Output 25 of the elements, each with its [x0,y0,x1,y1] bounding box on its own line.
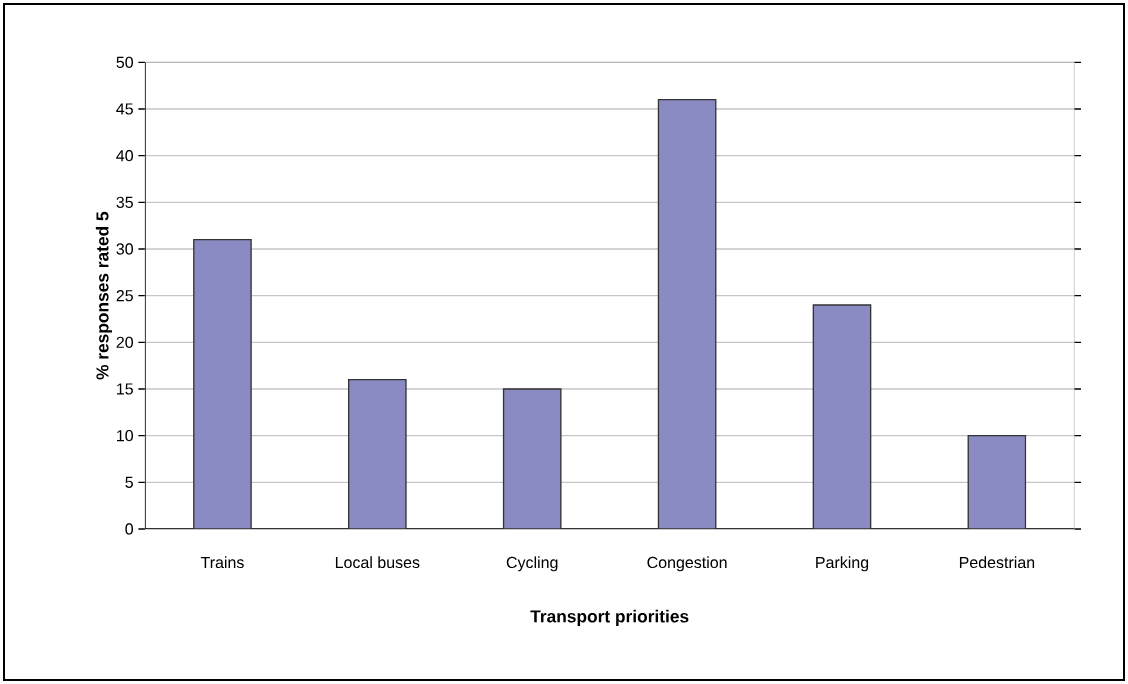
y-tick-label: 20 [116,336,134,348]
x-axis-title: Transport priorities [530,609,689,626]
x-tick-label: Cycling [506,556,558,572]
y-tick-label: 10 [117,429,134,442]
y-tick-label: 0 [125,523,134,535]
x-tick-label: Parking [816,556,869,572]
bar [193,238,252,529]
y-tick-label: 25 [116,290,133,302]
y-tick-label: 35 [116,196,133,208]
y-tick-label: 45 [116,103,133,115]
y-tick-label: 40 [116,150,134,162]
y-tick-label: 5 [125,476,133,488]
bar [657,98,717,529]
x-tick-label: Local buses [335,556,420,569]
x-tick-label: Congestion [647,556,727,572]
y-tick-label: 50 [116,56,134,68]
y-axis-title: % responses rated 5 [95,211,113,380]
x-tick-label: Trains [200,556,244,569]
y-tick-label: 15 [117,383,133,395]
bar [967,434,1027,529]
y-tick-label: 30 [116,243,134,255]
bar [348,378,407,529]
bar [502,388,562,529]
x-tick-label: Pedestrian [959,556,1035,569]
bar [812,304,872,529]
